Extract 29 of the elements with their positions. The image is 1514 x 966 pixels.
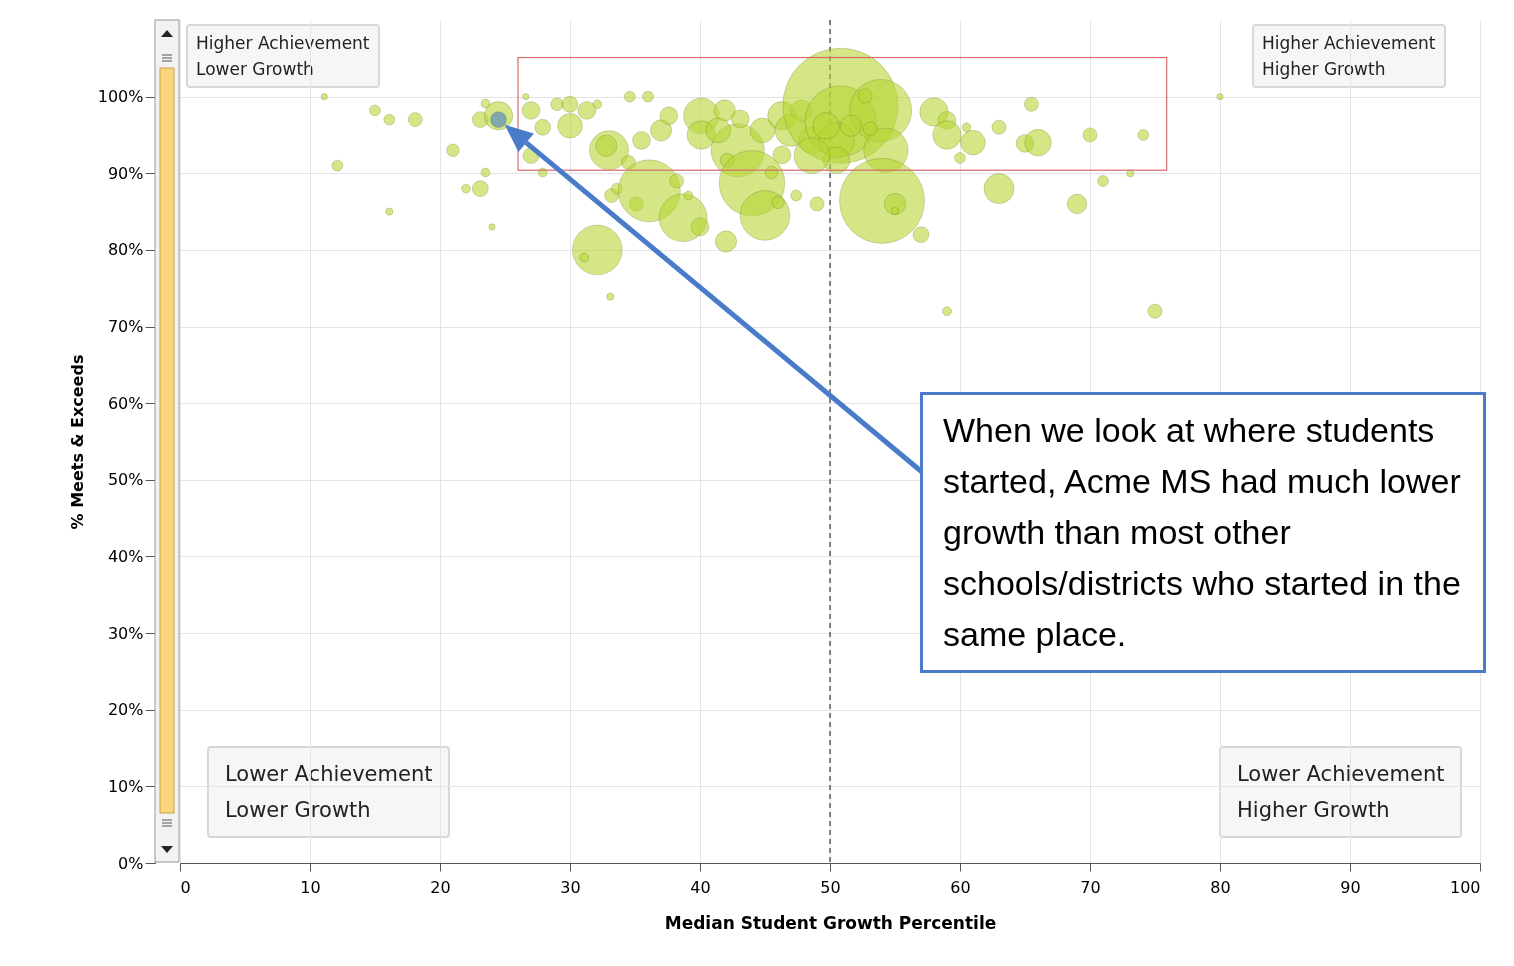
x-tick-label: 70 (1080, 877, 1101, 897)
y-tick-label: 40% (107, 546, 144, 566)
annotation: Lower Achievement Higher Growth (1219, 746, 1463, 838)
annotation: Higher Achievement Higher Growth (1252, 24, 1446, 88)
x-tick-label: 0 (180, 877, 191, 897)
annotation: Lower Achievement Lower Growth (207, 746, 451, 838)
y-tick-label: 10% (107, 776, 144, 796)
x-tick-label: 30 (560, 877, 581, 897)
y-tick-label: 70% (107, 317, 144, 337)
y-tick-label: 80% (107, 240, 144, 260)
annotation: Higher Achievement Lower Growth (186, 24, 380, 88)
y-tick-label: 50% (107, 470, 144, 490)
x-tick-label: 90 (1340, 877, 1361, 897)
x-tick-label: 60 (950, 877, 971, 897)
y-tick-label: 90% (107, 163, 144, 183)
x-tick-label: 40 (690, 877, 711, 897)
y-tick-label: 30% (107, 623, 144, 643)
y-tick-label: 0% (118, 853, 144, 873)
annotation: When we look at where students started, Acme MS had much lower growth than most other schools/districts who started in the same place. (920, 392, 1486, 673)
y-tick-label: 100% (97, 87, 144, 107)
x-tick-label: 100 (1449, 877, 1481, 897)
x-axis-title: Median Student Growth Percentile (664, 912, 997, 933)
y-tick-label: 20% (107, 700, 144, 720)
y-tick-label: 60% (107, 393, 144, 413)
x-tick-label: 10 (300, 877, 321, 897)
y-axis-title: % Meets & Exceeds (67, 354, 87, 530)
x-tick-label: 20 (430, 877, 451, 897)
x-tick-label: 50 (820, 877, 841, 897)
x-tick-label: 80 (1210, 877, 1231, 897)
